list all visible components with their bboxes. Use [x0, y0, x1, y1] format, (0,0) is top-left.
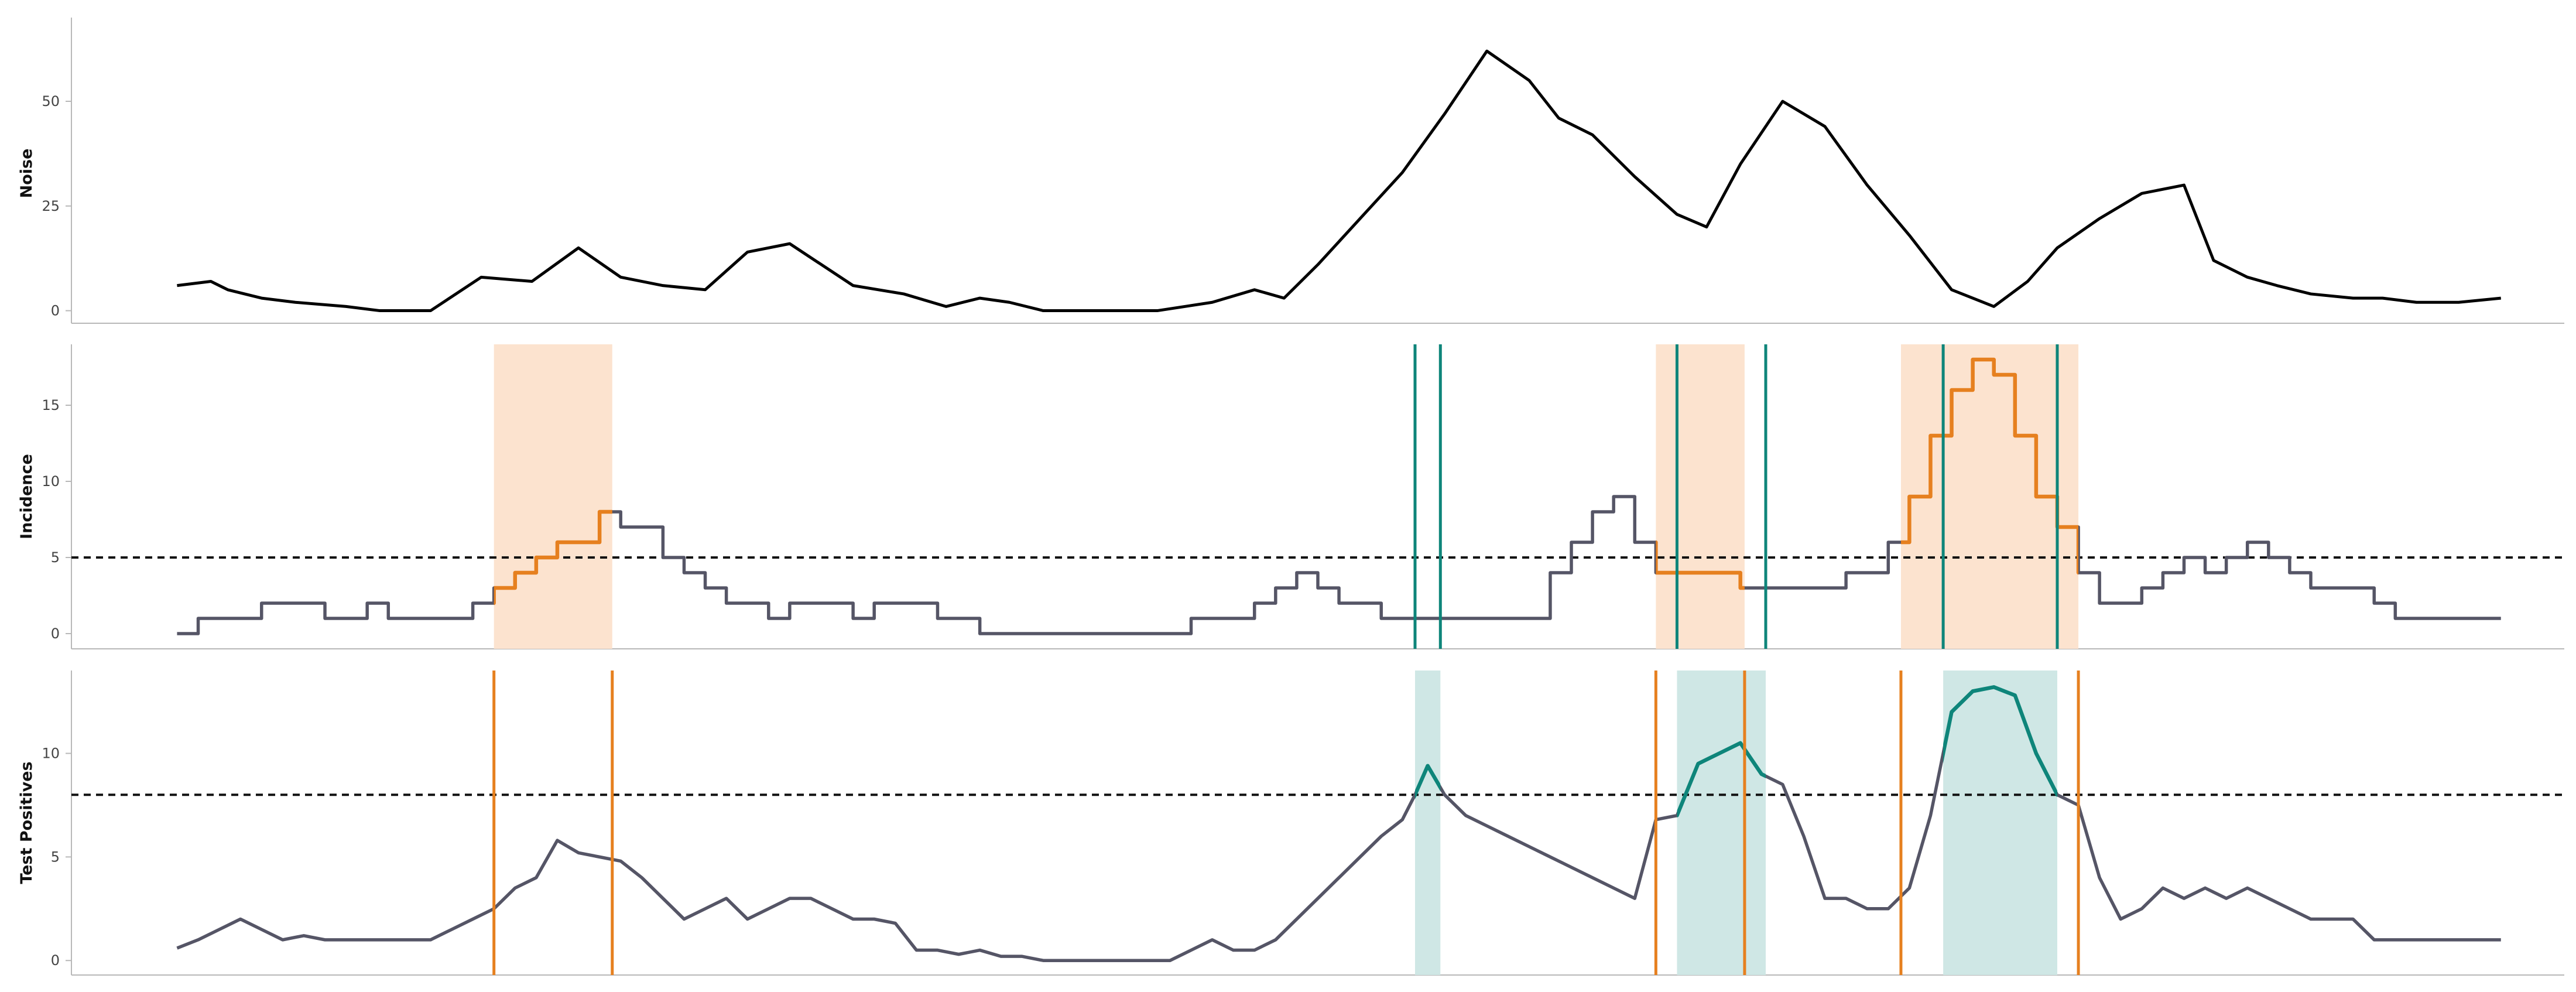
incidence-ytick-label-2: 10 [42, 473, 60, 490]
test-positives-data-line [176, 685, 2501, 962]
noise-ytick-label-1: 25 [42, 198, 60, 214]
noise-series [177, 49, 2501, 313]
panel-test-positives: Test Positives 0 5 10 [18, 671, 2564, 976]
test-positives-series [71, 671, 2564, 975]
noise-ytick-label-2: 50 [42, 93, 60, 110]
incidence-ytick-label-0: 0 [51, 625, 60, 642]
incidence-orange-band-1 [1656, 344, 1745, 649]
incidence-orange-band-0 [494, 344, 612, 649]
test-positives-highlight-teal-2 [1943, 685, 2057, 797]
test-positives-ytick-label-0: 0 [51, 952, 60, 969]
panel-incidence: Incidence 0 5 10 15 [18, 344, 2564, 649]
incidence-series [71, 344, 2564, 649]
test-positives-ytick-label-2: 10 [42, 745, 60, 761]
test-positives-ytick-label-1: 5 [51, 849, 60, 865]
incidence-ylabel: Incidence [18, 454, 36, 539]
incidence-y-ticks: 0 5 10 15 [42, 397, 71, 642]
noise-ylabel: Noise [18, 149, 36, 199]
test-positives-teal-band-2 [1943, 671, 2057, 975]
test-positives-highlight-teal-1 [1677, 741, 1766, 817]
noise-ytick-label-0: 0 [51, 303, 60, 319]
incidence-highlight-orange-0 [494, 509, 612, 606]
panel-noise: Noise 0 25 50 [18, 18, 2564, 324]
incidence-ytick-label-1: 5 [51, 549, 60, 566]
noise-y-ticks: 0 25 50 [42, 93, 71, 319]
test-positives-teal-band-1 [1677, 671, 1766, 975]
test-positives-bands [1414, 671, 2057, 975]
noise-data-line [177, 49, 2501, 313]
test-positives-teal-band-0 [1414, 671, 1441, 975]
incidence-ytick-label-3: 15 [42, 397, 60, 413]
test-positives-ylabel: Test Positives [18, 761, 36, 884]
test-positives-highlight-teal-0 [1414, 764, 1441, 799]
test-positives-y-ticks: 0 5 10 [42, 745, 71, 969]
